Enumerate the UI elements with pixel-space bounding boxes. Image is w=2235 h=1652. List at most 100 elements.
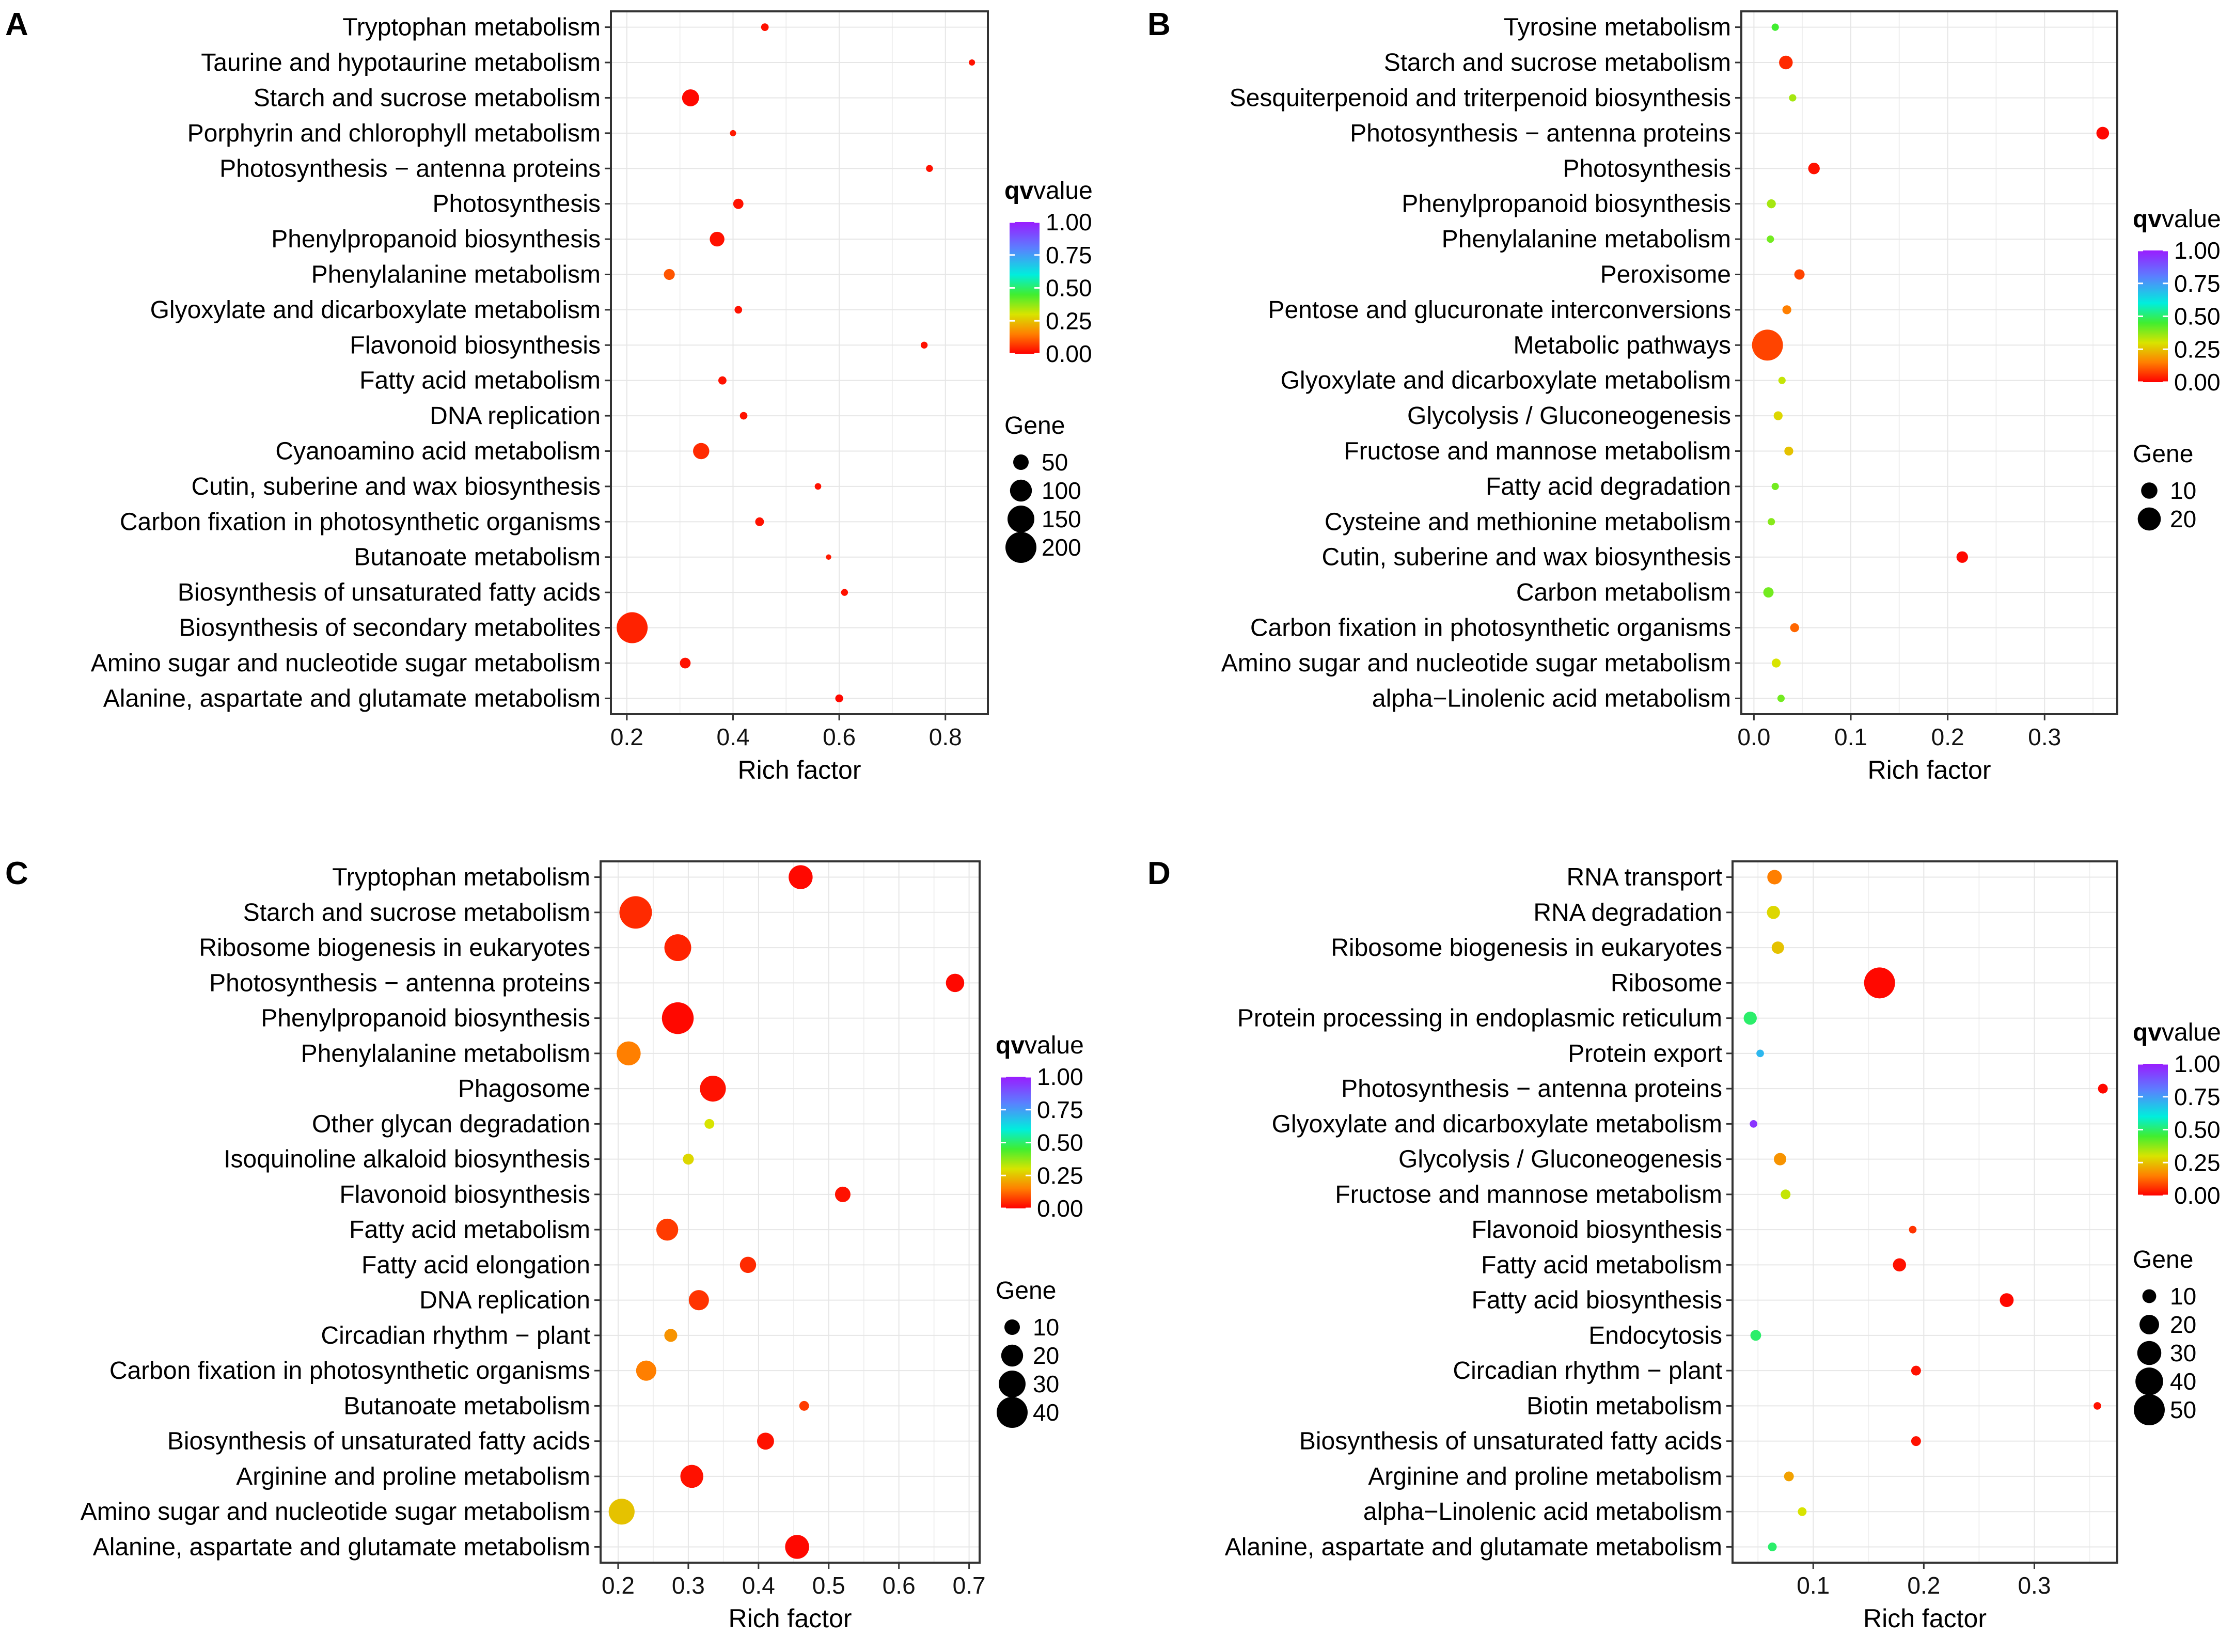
x-tick-label: 0.2 (602, 1572, 635, 1599)
colorbar-title: qvvalue (2133, 206, 2221, 233)
data-point (739, 1256, 757, 1273)
data-point (1909, 1225, 1917, 1234)
size-legend-label: 200 (1042, 534, 1081, 561)
size-legend-dot (2141, 482, 2158, 499)
category-label: Ribosome biogenesis in eukaryotes (199, 934, 590, 962)
category-label: Sesquiterpenoid and triterpenoid biosynt… (1230, 84, 1731, 112)
category-label: Arginine and proline metabolism (236, 1463, 590, 1490)
data-point (1781, 1189, 1791, 1200)
data-point (608, 1499, 635, 1525)
colorbar-tick-label: 0.25 (1037, 1162, 1083, 1189)
colorbar-tick-label: 0.75 (2174, 1083, 2221, 1110)
plot-frame (1740, 10, 2118, 715)
x-axis-title: Rich factor (729, 1604, 852, 1633)
size-legend-dot (999, 1371, 1026, 1397)
category-label: Glyoxylate and dicarboxylate metabolism (1272, 1110, 1722, 1138)
size-legend-label: 10 (2170, 1283, 2196, 1310)
category-label: Circadian rhythm − plant (1453, 1357, 1722, 1384)
category-label: Phenylalanine metabolism (1442, 226, 1731, 253)
data-point (1911, 1365, 1921, 1376)
colorbar-tick-label: 0.00 (1037, 1195, 1083, 1222)
size-legend-label: 10 (2170, 477, 2196, 504)
category-label: Glyoxylate and dicarboxylate metabolism (1281, 367, 1731, 395)
data-point (785, 1535, 809, 1559)
category-label: Glyoxylate and dicarboxylate metabolism (150, 296, 601, 324)
category-label: Photosynthesis − antenna proteins (209, 969, 590, 997)
data-point (734, 306, 743, 314)
colorbar-tick-label: 0.50 (2174, 303, 2221, 330)
x-tick-label: 0.5 (812, 1572, 845, 1599)
category-label: alpha−Linolenic acid metabolism (1372, 685, 1731, 712)
size-legend-dot (2137, 1341, 2162, 1365)
category-label: Porphyrin and chlorophyll metabolism (187, 120, 601, 147)
category-label: Phenylpropanoid biosynthesis (1402, 191, 1731, 218)
category-label: Fructose and mannose metabolism (1335, 1181, 1722, 1208)
category-label: DNA replication (419, 1287, 590, 1314)
size-legend-dot (1004, 1319, 1020, 1335)
category-label: Phenylpropanoid biosynthesis (261, 1005, 590, 1032)
category-label: Starch and sucrose metabolism (243, 899, 590, 926)
category-label: Starch and sucrose metabolism (1384, 49, 1731, 76)
colorbar-tick-label: 1.00 (2174, 237, 2221, 264)
data-point (1784, 446, 1793, 456)
size-legend-label: 150 (1042, 506, 1081, 532)
x-tick-label: 0.0 (1737, 723, 1770, 750)
data-point (1771, 23, 1779, 31)
category-label: Ribosome biogenesis in eukaryotes (1331, 934, 1722, 962)
data-point (1752, 329, 1783, 361)
data-point (700, 1075, 726, 1102)
size-legend-label: 20 (2170, 506, 2196, 532)
category-label: Arginine and proline metabolism (1368, 1463, 1722, 1490)
colorbar-tick-label: 0.50 (1046, 275, 1092, 302)
category-label: Phenylalanine metabolism (311, 261, 601, 288)
data-point (789, 865, 813, 889)
category-label: Amino sugar and nucleotide sugar metabol… (1221, 650, 1731, 677)
category-label: Alanine, aspartate and glutamate metabol… (103, 685, 601, 712)
category-label: Biosynthesis of secondary metabolites (179, 615, 601, 642)
data-point (835, 694, 843, 703)
category-label: DNA replication (430, 402, 601, 430)
colorbar-tick-label: 0.75 (2174, 270, 2221, 297)
colorbar-tick-label: 0.00 (2174, 369, 2221, 396)
size-legend-title: Gene (1004, 412, 1065, 439)
category-label: RNA transport (1567, 864, 1722, 891)
data-point (656, 1218, 679, 1241)
size-legend-label: 10 (1033, 1314, 1059, 1341)
data-point (688, 1290, 709, 1311)
data-point (664, 934, 691, 962)
data-point (1893, 1258, 1906, 1272)
size-legend-label: 20 (2170, 1311, 2196, 1338)
panel-letter: B (1147, 7, 1171, 42)
x-tick-label: 0.1 (1797, 1572, 1830, 1599)
category-label: Flavonoid biosynthesis (339, 1181, 590, 1208)
category-label: Fatty acid biosynthesis (1471, 1287, 1722, 1314)
category-label: Metabolic pathways (1513, 332, 1731, 359)
data-point (1808, 163, 1820, 175)
category-label: Protein export (1568, 1040, 1722, 1067)
category-label: Amino sugar and nucleotide sugar metabol… (91, 650, 601, 677)
size-legend-title: Gene (2133, 1246, 2193, 1273)
data-point (1864, 967, 1895, 999)
colorbar-tick-label: 1.00 (1046, 209, 1092, 235)
plot-area (611, 11, 988, 714)
data-point (2096, 127, 2110, 140)
category-label: Isoquinoline alkaloid biosynthesis (224, 1146, 590, 1173)
colorbar-tick-label: 0.00 (1046, 340, 1092, 367)
data-point (1779, 55, 1793, 70)
category-label: Protein processing in endoplasmic reticu… (1237, 1005, 1722, 1032)
category-label: Photosynthesis − antenna proteins (219, 155, 601, 182)
size-legend-label: 40 (1033, 1399, 1059, 1426)
colorbar-tick-label: 0.75 (1046, 242, 1092, 269)
data-point (710, 231, 725, 247)
data-point (680, 1465, 703, 1488)
data-point (682, 89, 699, 106)
data-point (1789, 94, 1797, 102)
size-legend-dot (2134, 1394, 2165, 1425)
x-tick-label: 0.1 (1834, 723, 1867, 750)
data-point (1771, 941, 1784, 954)
data-point (617, 1041, 641, 1066)
category-label: Fatty acid metabolism (1481, 1251, 1722, 1279)
x-axis-title: Rich factor (738, 756, 861, 784)
panel-letter: C (5, 856, 28, 891)
x-tick-label: 0.7 (953, 1572, 986, 1599)
